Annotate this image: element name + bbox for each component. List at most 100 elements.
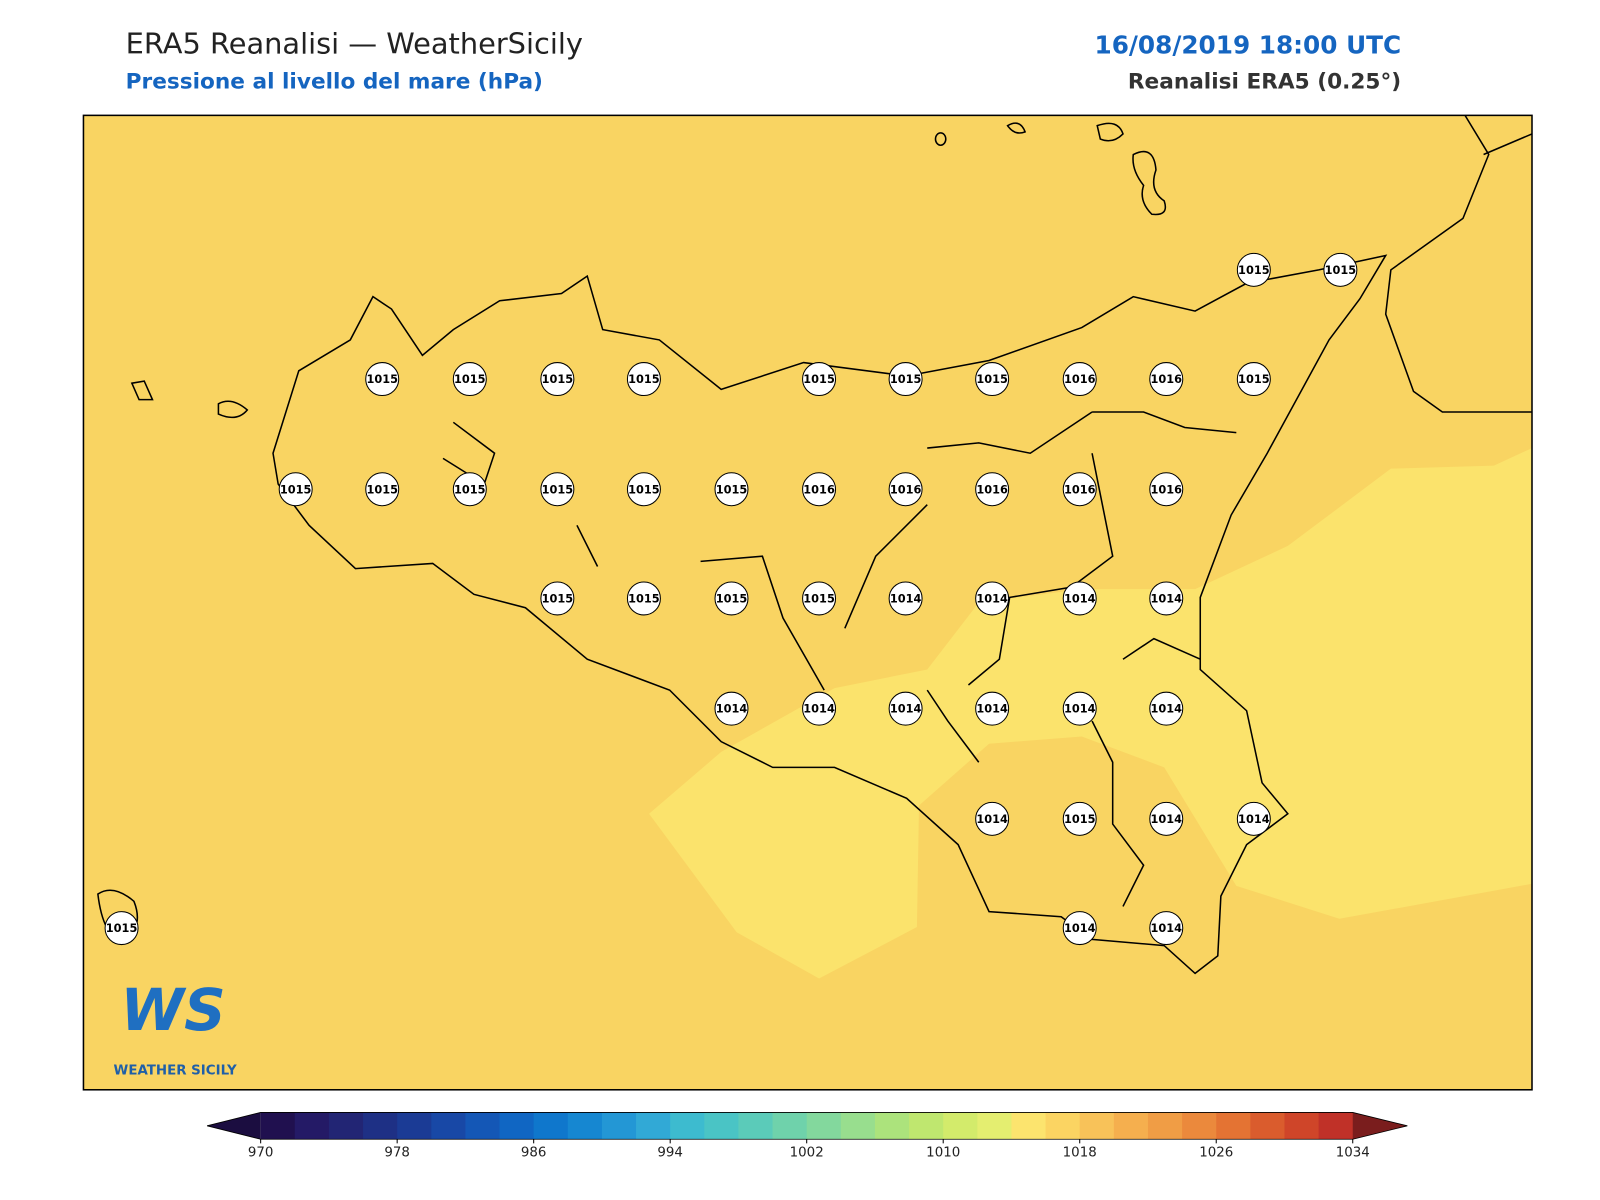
station-value: 1014 [803,702,835,716]
colorbar-bin [1250,1112,1285,1140]
station-marker [365,362,400,397]
station-marker [1149,911,1184,946]
title: ERA5 Reanalisi — WeatherSicily [126,27,583,61]
colorbar-tick-label: 994 [657,1146,683,1161]
station-value: 1014 [890,591,922,605]
colorbar-bin [1284,1112,1320,1140]
datetime: 16/08/2019 18:00 UTC [1095,31,1402,60]
colorbar-bin [533,1112,569,1140]
station-value: 1015 [716,482,748,496]
colorbar-extend-low [207,1112,261,1140]
colorbar-bin [294,1112,330,1140]
station-marker [1149,691,1184,726]
station-value: 1015 [976,372,1008,386]
colorbar-bin [909,1112,944,1140]
station-marker [452,362,487,397]
colorbar-bin [1079,1112,1115,1140]
colorbar-bin [977,1112,1012,1140]
colorbar: 970 978 986 994 1002 1010 1018 1026 1034 [206,1112,1408,1161]
station-marker [714,472,749,507]
colorbar-tick-label: 978 [384,1146,410,1161]
station-marker [1149,472,1184,507]
station-value: 1016 [976,482,1008,496]
colorbar-bin [363,1112,398,1140]
colorbar-bin [601,1112,637,1140]
colorbar-bin [328,1112,364,1140]
station-marker [802,472,837,507]
station-value: 1015 [1238,372,1270,386]
station-value: 1014 [716,702,748,716]
colorbar-bin [806,1112,842,1140]
station-marker [1323,252,1358,287]
colorbar-bin [567,1112,603,1140]
station-value: 1015 [106,921,138,935]
station-value: 1016 [803,482,835,496]
station-value: 1014 [1238,812,1270,826]
colorbar-bin [1113,1112,1149,1140]
station-marker [975,581,1010,616]
station-value: 1014 [890,702,922,716]
station-value: 1015 [1325,263,1357,277]
station-marker [1236,362,1271,397]
station-value: 1015 [628,372,660,386]
colorbar-bin [1318,1112,1354,1140]
station-value: 1015 [628,591,660,605]
colorbar-bin [1216,1112,1251,1140]
station-marker [626,472,661,507]
station-value: 1014 [1064,921,1096,935]
colorbar-tick-label: 1010 [926,1146,960,1161]
colorbar-tick-label: 1026 [1199,1146,1233,1161]
station-value: 1014 [1064,702,1096,716]
source: Reanalisi ERA5 (0.25°) [1128,70,1401,95]
station-marker [888,472,923,507]
colorbar-bin [1011,1112,1047,1140]
colorbar-bin [772,1112,808,1140]
colorbar-bin [465,1112,501,1140]
station-marker [1062,472,1097,507]
station-value: 1015 [803,591,835,605]
station-value: 1015 [542,372,574,386]
station-marker [975,801,1010,836]
station-value: 1014 [1150,921,1182,935]
colorbar-extend-high [1352,1112,1408,1140]
station-marker [1149,801,1184,836]
station-value: 1016 [1064,482,1096,496]
colorbar-bin [670,1112,705,1140]
station-value: 1014 [1064,591,1096,605]
station-value: 1016 [890,482,922,496]
colorbar-tick-label: 986 [521,1146,547,1161]
colorbar-bin [1045,1112,1081,1140]
colorbar-bin [874,1112,910,1140]
station-value: 1016 [1064,372,1096,386]
station-marker [1236,252,1271,287]
station-value: 1015 [280,482,312,496]
station-value: 1015 [1064,812,1096,826]
station-value: 1015 [542,591,574,605]
station-marker [714,581,749,616]
station-value: 1015 [716,591,748,605]
station-marker [975,362,1010,397]
station-value: 1014 [1150,812,1182,826]
station-value: 1015 [542,482,574,496]
map-area: 1015 1015 1015 1015 1015 1015 1015 1015 1015 1016… [83,115,1533,1090]
logo-mark: WS [121,976,226,1044]
colorbar-bin [704,1112,739,1140]
station-value: 1015 [366,482,398,496]
colorbar-bin [636,1112,671,1140]
station-marker [1062,362,1097,397]
subtitle: Pressione al livello del mare (hPa) [126,70,543,95]
colorbar-bin [738,1112,774,1140]
colorbar-bin [840,1112,876,1140]
station-marker [802,362,837,397]
station-marker [888,581,923,616]
station-marker [452,472,487,507]
station-value: 1014 [1150,702,1182,716]
station-value: 1015 [366,372,398,386]
station-marker [278,472,313,507]
station-marker [802,581,837,616]
station-marker [888,691,923,726]
station-marker [714,691,749,726]
station-marker [1149,581,1184,616]
